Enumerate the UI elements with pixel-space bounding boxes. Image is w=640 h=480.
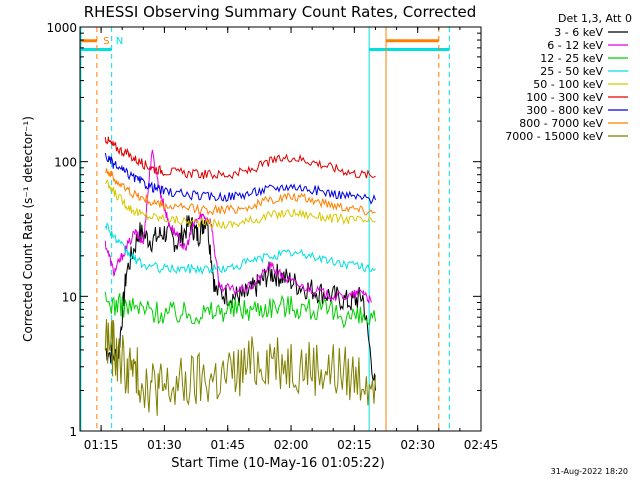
series-line: [104, 178, 376, 229]
series-line: [104, 221, 376, 276]
legend-label: 12 - 25 keV: [540, 52, 603, 65]
footer-timestamp: 31-Aug-2022 18:20: [551, 467, 628, 476]
y-tick-label: 1000: [46, 21, 77, 35]
legend-label: 6 - 12 keV: [547, 39, 603, 52]
series-line: [105, 168, 376, 216]
y-axis-label: Corrected Count Rate (s⁻¹ detector⁻¹): [21, 116, 35, 342]
series-line: [104, 215, 376, 391]
series-line: [104, 136, 376, 180]
x-tick-label: 02:45: [464, 438, 499, 452]
x-tick-label: 02:30: [400, 438, 435, 452]
marker-label: S: [103, 36, 109, 47]
legend-label: 3 - 6 keV: [554, 26, 603, 39]
legend-label: 50 - 100 keV: [533, 78, 603, 91]
series-line: [104, 291, 376, 329]
y-tick-label: 100: [54, 156, 77, 170]
x-tick-label: 01:45: [210, 438, 245, 452]
plot-frame: [79, 26, 482, 432]
y-axis-ticks: 1 10 100 1000: [46, 21, 481, 439]
x-tick-label: 02:00: [274, 438, 309, 452]
chart-title: RHESSI Observing Summary Count Rates, Co…: [84, 3, 477, 21]
legend-label: 7000 - 15000 keV: [505, 130, 603, 143]
legend-label: 300 - 800 keV: [526, 104, 603, 117]
x-tick-label: 01:30: [147, 438, 182, 452]
legend-label: 25 - 50 keV: [540, 65, 603, 78]
x-axis-label: Start Time (10-May-16 01:05:22): [171, 456, 385, 471]
series-line: [104, 149, 372, 304]
legend-title: Det 1,3, Att 0: [558, 12, 632, 25]
y-tick-label: 10: [62, 290, 77, 304]
series-line: [104, 319, 376, 416]
x-tick-label: 02:15: [337, 438, 372, 452]
y-tick-label: 1: [69, 425, 77, 439]
marker-label: N: [116, 36, 123, 47]
x-axis-ticks: 01:15 01:30 01:45 02:00 02:15 02:30 02:45: [79, 27, 499, 452]
legend-label: 100 - 300 keV: [526, 91, 603, 104]
series-line: [104, 152, 376, 205]
legend-label: 800 - 7000 keV: [519, 117, 603, 130]
x-tick-label: 01:15: [84, 438, 119, 452]
